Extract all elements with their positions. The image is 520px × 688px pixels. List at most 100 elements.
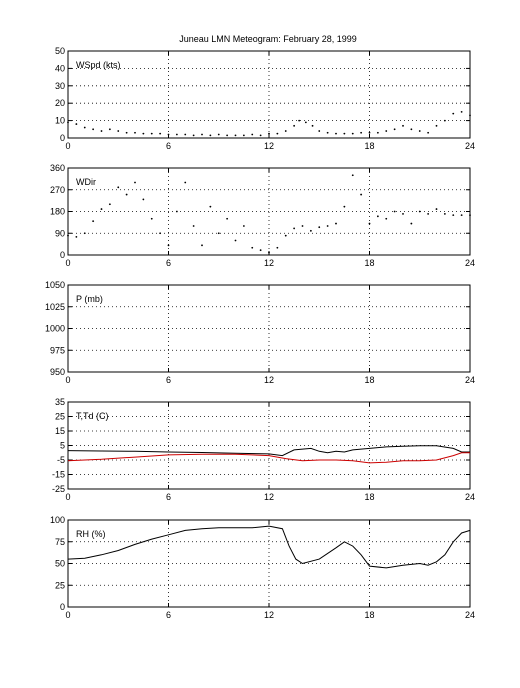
y-tick-label: 0 (60, 133, 65, 143)
y-tick-label: -15 (52, 470, 65, 480)
data-point (100, 130, 103, 132)
y-tick-label: 15 (55, 426, 65, 436)
panel-label: WSpd (kts) (76, 60, 121, 70)
data-point (117, 186, 120, 189)
y-tick-label: 1000 (45, 324, 65, 334)
data-point (427, 131, 430, 134)
y-tick-label: 0 (60, 250, 65, 260)
x-tick-label: 6 (166, 141, 171, 151)
data-point (159, 232, 162, 235)
y-tick-label: 50 (55, 559, 65, 569)
data-point (284, 130, 287, 132)
data-point (125, 131, 128, 134)
y-tick-label: 20 (55, 98, 65, 108)
data-point (209, 134, 212, 137)
data-point (150, 132, 153, 135)
data-point (142, 198, 145, 201)
x-tick-label: 0 (65, 492, 70, 502)
y-tick-label: 90 (55, 228, 65, 238)
data-point (259, 249, 262, 252)
data-point (242, 225, 245, 227)
data-point (326, 131, 329, 134)
y-tick-label: -25 (52, 484, 65, 494)
data-point (217, 133, 220, 136)
data-point (83, 232, 86, 235)
data-point (234, 239, 237, 242)
data-point (192, 225, 195, 227)
data-point (410, 222, 413, 225)
data-point (268, 251, 270, 254)
data-point (276, 132, 279, 135)
data-point (242, 134, 245, 137)
data-point (284, 234, 287, 237)
figure-title: Juneau LMN Meteogram: February 28, 1999 (179, 34, 357, 44)
x-tick-label: 12 (264, 258, 274, 268)
y-tick-label: 25 (55, 580, 65, 590)
chart-panel-3: 0 6 12 18 24 950 975 1000 1025 1050 P (mb) (45, 280, 475, 385)
data-point (83, 126, 86, 129)
data-point (460, 214, 463, 217)
data-point (217, 232, 220, 235)
data-point (343, 205, 346, 208)
y-tick-label: 10 (55, 116, 65, 126)
data-point (418, 210, 421, 213)
data-point (75, 235, 78, 238)
data-point (184, 133, 187, 136)
panel-label: WDir (76, 177, 96, 187)
chart-panel-1: 0 6 12 18 24 0 10 20 30 40 50 WSpd (kts) (55, 46, 475, 151)
data-point (142, 132, 145, 135)
panel-label: P (mb) (76, 294, 103, 304)
data-point (134, 131, 136, 134)
x-tick-label: 18 (364, 258, 374, 268)
data-point (92, 220, 95, 223)
y-tick-label: 100 (50, 515, 65, 525)
data-point (167, 244, 170, 247)
x-tick-label: 6 (166, 258, 171, 268)
data-point (368, 222, 371, 225)
data-point (159, 132, 162, 135)
data-point (75, 123, 78, 125)
data-point (360, 193, 363, 196)
data-point (293, 124, 296, 127)
x-tick-label: 6 (166, 492, 171, 502)
y-tick-label: 25 (55, 412, 65, 422)
data-point (385, 130, 388, 132)
data-point (393, 210, 396, 213)
y-tick-label: 50 (55, 46, 65, 56)
data-point (335, 132, 337, 135)
data-point (435, 208, 438, 210)
y-tick-label: 30 (55, 81, 65, 91)
data-point (304, 121, 307, 124)
y-tick-label: 0 (60, 602, 65, 612)
data-point (150, 217, 153, 220)
chart-panel-5: 0 6 12 18 24 0 25 50 75 100 RH (%) (50, 515, 475, 620)
y-tick-label: 75 (55, 537, 65, 547)
data-point (427, 213, 430, 215)
data-point (276, 246, 279, 249)
data-point (318, 130, 321, 132)
data-point (209, 205, 212, 208)
chart-panel-2: 0 6 12 18 24 0 90 180 270 360 WDir (50, 163, 475, 268)
data-point (167, 133, 170, 136)
x-tick-label: 24 (465, 258, 475, 268)
data-point (100, 208, 103, 210)
data-point (393, 128, 396, 131)
y-tick-label: 950 (50, 367, 65, 377)
x-tick-label: 6 (166, 375, 171, 385)
data-point (184, 181, 187, 184)
x-tick-label: 24 (465, 141, 475, 151)
y-tick-label: 35 (55, 397, 65, 407)
data-point (376, 131, 379, 134)
panel-label: T,Td (C) (76, 411, 109, 421)
data-point (402, 213, 404, 215)
data-point (311, 124, 314, 127)
panel-label: RH (%) (76, 529, 106, 539)
data-point (410, 128, 413, 131)
x-tick-label: 18 (364, 610, 374, 620)
x-tick-label: 0 (65, 610, 70, 620)
x-tick-label: 18 (364, 141, 374, 151)
chart-panel-4: 0 6 12 18 24 -25 -15 -5 5 15 25 35 T,Td (C) (52, 397, 475, 502)
data-point (201, 133, 203, 136)
data-point (301, 225, 304, 227)
data-point (226, 217, 229, 220)
